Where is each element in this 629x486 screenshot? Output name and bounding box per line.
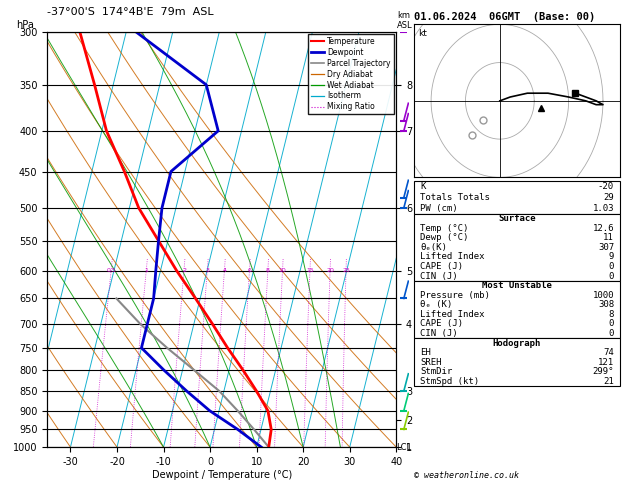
Text: PW (cm): PW (cm) — [420, 204, 458, 213]
Text: 01.06.2024  06GMT  (Base: 00): 01.06.2024 06GMT (Base: 00) — [414, 12, 595, 22]
Text: 0.5: 0.5 — [106, 268, 116, 273]
Text: Pressure (mb): Pressure (mb) — [420, 291, 490, 300]
Text: Hodograph: Hodograph — [493, 339, 541, 347]
Text: 2: 2 — [182, 268, 186, 273]
Text: Mixing Ratio (g/kg): Mixing Ratio (g/kg) — [416, 200, 425, 279]
Text: © weatheronline.co.uk: © weatheronline.co.uk — [414, 471, 519, 480]
Text: SREH: SREH — [420, 358, 442, 366]
Text: 20: 20 — [326, 268, 334, 273]
Text: Most Unstable: Most Unstable — [482, 281, 552, 290]
Text: Temp (°C): Temp (°C) — [420, 224, 469, 233]
Text: 25: 25 — [342, 268, 350, 273]
Text: CIN (J): CIN (J) — [420, 329, 458, 338]
Text: Lifted Index: Lifted Index — [420, 252, 484, 261]
Legend: Temperature, Dewpoint, Parcel Trajectory, Dry Adiabat, Wet Adiabat, Isotherm, Mi: Temperature, Dewpoint, Parcel Trajectory… — [308, 34, 394, 114]
Text: -20: -20 — [598, 182, 614, 191]
Text: 4: 4 — [223, 268, 226, 273]
Text: Surface: Surface — [498, 214, 536, 223]
Text: 21: 21 — [603, 377, 614, 385]
Text: hPa: hPa — [16, 19, 33, 30]
Text: CIN (J): CIN (J) — [420, 272, 458, 280]
Text: 74: 74 — [603, 348, 614, 357]
Text: 11: 11 — [603, 233, 614, 243]
Text: 308: 308 — [598, 300, 614, 309]
Text: 6: 6 — [248, 268, 252, 273]
Text: 29: 29 — [603, 193, 614, 202]
Text: 3: 3 — [206, 268, 209, 273]
X-axis label: Dewpoint / Temperature (°C): Dewpoint / Temperature (°C) — [152, 469, 292, 480]
Text: 9: 9 — [609, 252, 614, 261]
Text: 15: 15 — [306, 268, 314, 273]
Text: 0: 0 — [609, 329, 614, 338]
Text: θₑ(K): θₑ(K) — [420, 243, 447, 252]
Text: -37°00'S  174°4B'E  79m  ASL: -37°00'S 174°4B'E 79m ASL — [47, 7, 214, 17]
Text: StmDir: StmDir — [420, 367, 452, 376]
Text: StmSpd (kt): StmSpd (kt) — [420, 377, 479, 385]
Text: 0: 0 — [609, 272, 614, 280]
Text: 1000: 1000 — [593, 291, 614, 300]
Text: Lifted Index: Lifted Index — [420, 310, 484, 319]
Text: 307: 307 — [598, 243, 614, 252]
Text: 0: 0 — [609, 262, 614, 271]
Text: EH: EH — [420, 348, 431, 357]
Text: 8: 8 — [266, 268, 270, 273]
Text: θₑ (K): θₑ (K) — [420, 300, 452, 309]
Text: CAPE (J): CAPE (J) — [420, 319, 463, 329]
Text: Totals Totals: Totals Totals — [420, 193, 490, 202]
Text: km
ASL: km ASL — [397, 11, 413, 30]
Text: 1.03: 1.03 — [593, 204, 614, 213]
Text: 0: 0 — [609, 319, 614, 329]
Text: CAPE (J): CAPE (J) — [420, 262, 463, 271]
Text: 121: 121 — [598, 358, 614, 366]
Text: Dewp (°C): Dewp (°C) — [420, 233, 469, 243]
Text: 10: 10 — [279, 268, 287, 273]
Text: kt: kt — [418, 29, 427, 38]
Text: 299°: 299° — [593, 367, 614, 376]
Text: K: K — [420, 182, 425, 191]
Text: LCL: LCL — [396, 443, 411, 451]
Text: 1: 1 — [145, 268, 148, 273]
Text: 12.6: 12.6 — [593, 224, 614, 233]
Text: 8: 8 — [609, 310, 614, 319]
